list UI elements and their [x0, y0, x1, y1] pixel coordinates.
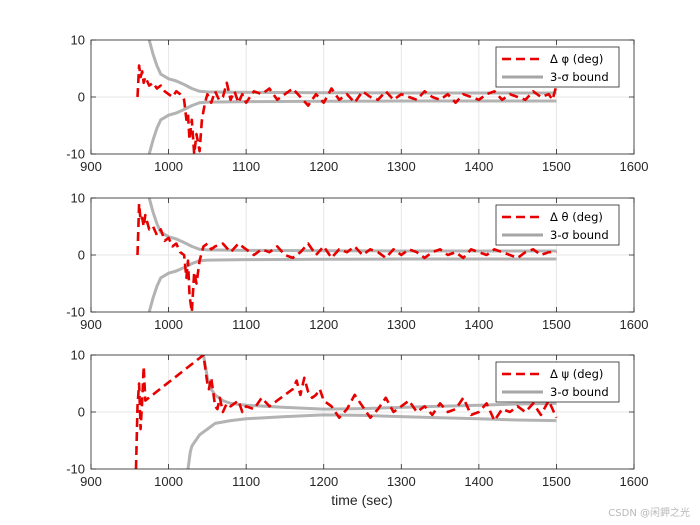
x-tick-label: 1600	[620, 159, 649, 174]
series-line-3	[186, 413, 557, 469]
legend-label-2: 3-σ bound	[550, 228, 609, 242]
series-line-1	[136, 64, 558, 154]
x-tick-label: 1100	[232, 317, 260, 332]
x-tick-label: 1600	[620, 474, 649, 489]
x-tick-label: 1300	[387, 474, 416, 489]
x-tick-label: 1200	[309, 159, 338, 174]
x-tick-label: 1100	[232, 474, 260, 489]
x-tick-label: 1200	[309, 474, 338, 489]
legend-label-1: Δ φ (deg)	[550, 52, 603, 66]
x-tick-label: 1500	[542, 317, 571, 332]
legend-label-1: Δ θ (deg)	[550, 210, 603, 224]
subplot-2: 900 1000 1100 1200 1300 1400 1500 1600 -10 0 10 Δ θ…	[66, 191, 648, 333]
x-tick-label: 1000	[154, 317, 183, 332]
x-tick-label: 1000	[154, 159, 183, 174]
series-line-3	[147, 99, 557, 154]
legend-box	[495, 46, 620, 88]
x-tick-label: 1000	[154, 474, 183, 489]
x-tick-label: 1500	[542, 159, 571, 174]
y-tick-label: -10	[66, 147, 85, 162]
legend-box	[495, 204, 620, 246]
legend: Δ ψ (deg) 3-σ bound	[495, 361, 620, 403]
series-line-2	[147, 40, 557, 95]
legend-label-2: 3-σ bound	[550, 70, 609, 84]
y-tick-label: 0	[78, 405, 85, 420]
series-line-1	[134, 355, 558, 469]
x-tick-label: 900	[80, 317, 102, 332]
legend: Δ θ (deg) 3-σ bound	[495, 204, 620, 246]
y-tick-label: 10	[71, 348, 85, 363]
x-tick-label: 1100	[232, 159, 260, 174]
x-tick-label: 1400	[464, 474, 493, 489]
series-line-2	[147, 198, 557, 253]
series-line-3	[147, 257, 557, 312]
x-tick-label: 1400	[464, 159, 493, 174]
x-tick-label: 1200	[309, 317, 338, 332]
x-tick-label: 1500	[542, 474, 571, 489]
y-tick-label: 0	[78, 90, 85, 105]
x-axis-label: time (sec)	[331, 492, 392, 508]
y-tick-label: -10	[66, 462, 85, 477]
x-tick-label: 900	[80, 474, 102, 489]
y-tick-label: 0	[78, 248, 85, 263]
watermark: CSDN @闲鉀之光	[608, 508, 690, 519]
subplot-1: 900 1000 1100 1200 1300 1400 1500 1600 -10 0 10 Δ φ…	[66, 33, 648, 175]
y-tick-label: 10	[71, 33, 85, 48]
y-tick-label: -10	[66, 305, 85, 320]
x-tick-label: 1300	[387, 159, 416, 174]
legend-label-1: Δ ψ (deg)	[550, 367, 603, 381]
x-tick-label: 1300	[387, 317, 416, 332]
subplot-3: 900 1000 1100 1200 1300 1400 1500 1600 -10 0 10 Δ ψ…	[66, 348, 648, 490]
x-tick-label: 1600	[620, 317, 649, 332]
x-tick-label: 1400	[464, 317, 493, 332]
legend-label-2: 3-σ bound	[550, 385, 609, 399]
legend-box	[495, 361, 620, 403]
y-tick-label: 10	[71, 191, 85, 206]
x-tick-label: 900	[80, 159, 102, 174]
legend: Δ φ (deg) 3-σ bound	[495, 46, 620, 88]
